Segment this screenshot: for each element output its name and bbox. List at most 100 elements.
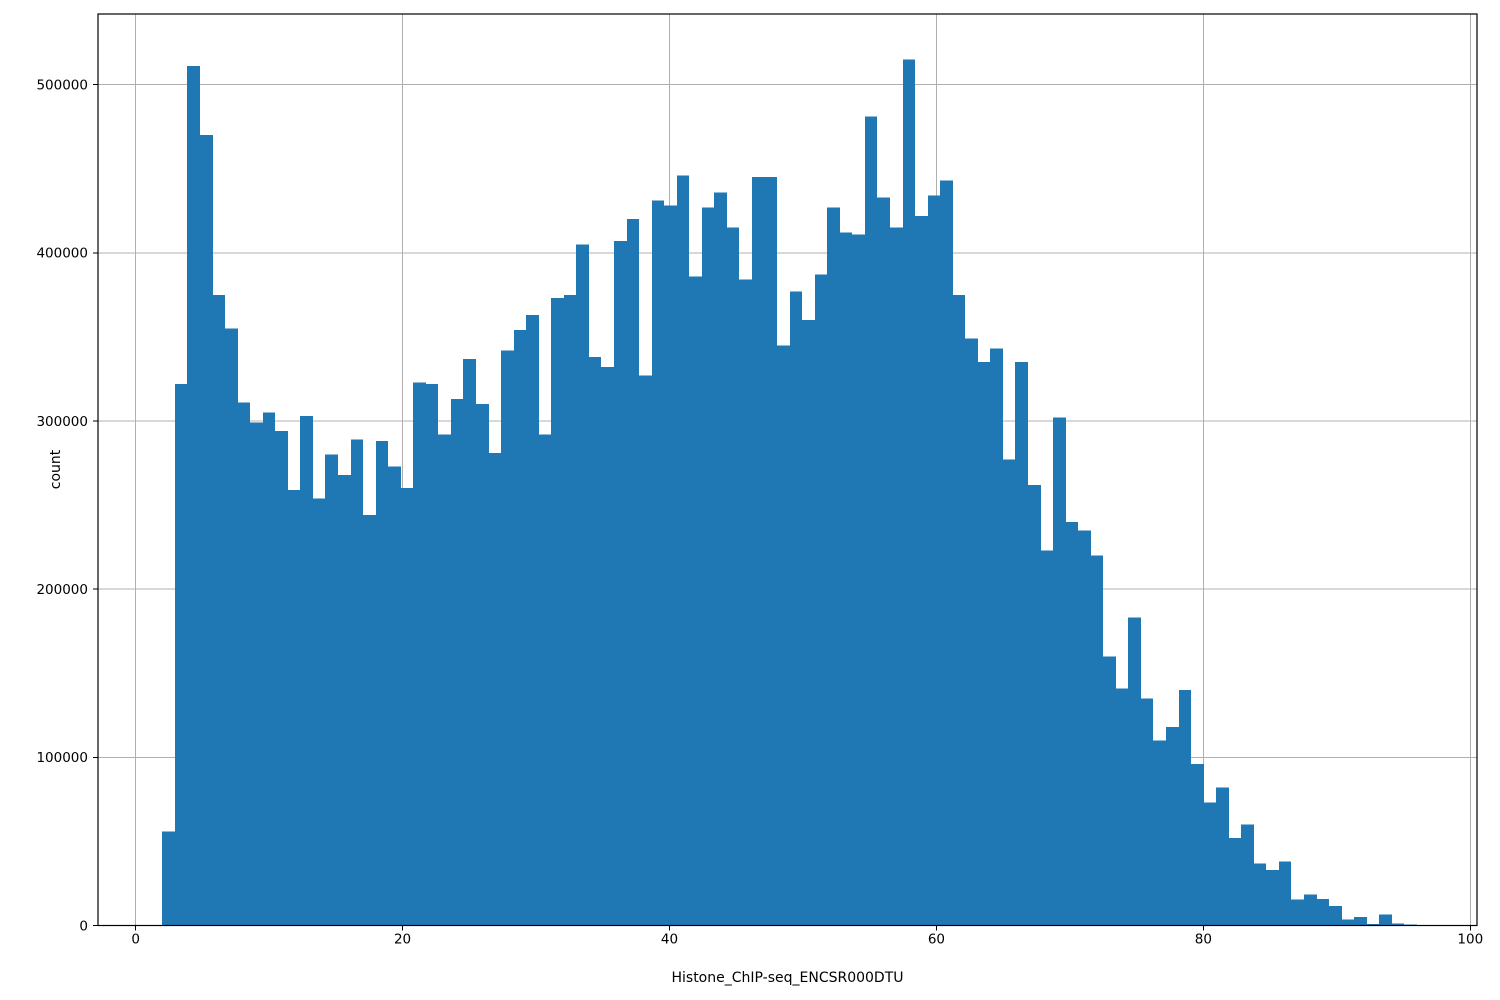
histogram-bar [225,328,238,926]
histogram-bars [162,59,1417,926]
histogram-bar [401,488,413,926]
y-tick-label: 100000 [36,750,88,766]
histogram-bar [564,294,576,926]
histogram-bar [852,234,865,926]
histogram-bar [313,498,325,926]
histogram-bar [953,294,965,926]
histogram-bar [627,219,639,926]
histogram-bar [1191,764,1204,926]
histogram-bar [840,232,852,926]
histogram-bar [714,192,727,926]
histogram-bar [915,215,928,926]
histogram-bar [790,291,802,926]
histogram-bar [463,358,476,926]
histogram-bar [1091,555,1103,926]
histogram-bar [903,59,915,926]
histogram-bar [777,345,790,926]
histogram-bar [288,489,300,926]
histogram-bar [639,375,652,926]
x-tick-labels: 0 20 40 60 80 100 [131,932,1483,948]
x-tick-label: 80 [1195,932,1212,948]
y-axis-label: count [48,449,64,489]
histogram-bar [765,177,777,926]
histogram-bar [865,116,877,926]
histogram-bar [1116,688,1128,926]
tick-marks [93,84,1471,931]
histogram-bar [539,434,551,926]
histogram-bar [965,338,978,926]
histogram-bar [1291,899,1304,926]
histogram-bar [238,402,250,926]
histogram-bar [338,474,351,926]
histogram-bar [388,466,401,926]
histogram-bar [1266,870,1279,926]
histogram-bar [376,441,388,926]
histogram-bar [664,205,677,926]
histogram-bar [1254,863,1266,926]
x-tick-label: 20 [394,932,411,948]
y-tick-label: 500000 [36,77,88,93]
histogram-bar [1304,894,1317,926]
histogram-bar [576,244,589,926]
y-tick-label: 300000 [36,414,88,430]
histogram-bar [363,515,376,926]
x-axis-label: Histone_ChIP-seq_ENCSR000DTU [671,970,903,986]
histogram-bar [1229,838,1241,926]
histogram-bar [752,177,765,926]
histogram-bar [175,383,187,926]
histogram-bar [1003,459,1015,926]
x-tick-label: 100 [1457,932,1483,948]
histogram-bar [275,431,288,926]
histogram-bar [1392,923,1404,926]
x-tick-label: 40 [661,932,678,948]
histogram-bar [476,404,489,926]
histogram-bar [815,274,827,926]
histogram-bar [702,207,714,926]
histogram-bar [689,276,702,926]
y-tick-labels: 0 100000 200000 300000 400000 500000 [36,77,88,934]
histogram-bar [426,383,438,926]
histogram-bar [1015,362,1028,926]
histogram-bar [1041,550,1053,926]
histogram-bar [1204,802,1216,926]
y-tick-label: 400000 [36,246,88,262]
histogram-bar [614,241,627,926]
histogram-bar [213,294,225,926]
histogram-bar [325,454,338,926]
x-tick-label: 60 [928,932,945,948]
histogram-bar [162,831,175,926]
histogram-bar [890,227,903,926]
histogram-bar [1141,698,1153,926]
histogram-bar [1179,690,1191,926]
histogram-bar [300,415,313,926]
histogram-bar [526,315,539,926]
plot-border [97,13,1478,927]
histogram-bar [990,348,1003,926]
histogram-bar [451,399,463,926]
y-tick-label: 0 [79,918,88,934]
histogram-bar [250,422,263,926]
histogram-bar [877,197,890,926]
histogram-bar [1128,617,1141,926]
histogram-bar [827,207,840,926]
histogram-bar [1279,861,1291,926]
histogram-bar [1354,916,1367,926]
histogram-bar [1241,824,1254,926]
histogram-bar [1103,656,1116,926]
histogram-bar [489,452,501,926]
histogram-bar [514,330,526,926]
histogram-bar [413,382,426,926]
histogram-bar [727,227,739,926]
histogram-bar [1342,919,1354,926]
histogram-bar [1053,417,1066,926]
histogram-bar [601,367,614,926]
histogram-bar [1317,899,1329,926]
histogram-bar [1078,530,1091,926]
histogram-bar [263,412,275,926]
histogram-bar [1153,740,1166,926]
histogram-bar [1066,521,1078,926]
histogram-bar [677,175,689,926]
histogram-bar [1379,914,1392,926]
